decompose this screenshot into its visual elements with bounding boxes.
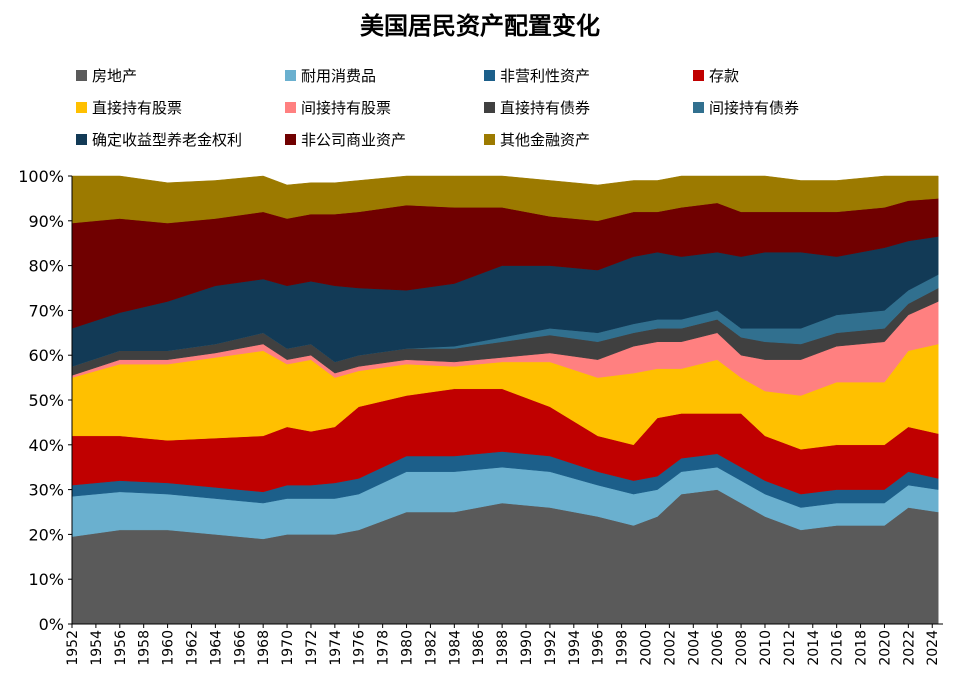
legend-item: 直接持有债券 <box>484 99 590 117</box>
x-tick-label: 1978 <box>376 630 392 666</box>
legend-swatch <box>76 70 87 81</box>
legend-swatch <box>484 70 495 81</box>
x-tick-label: 1974 <box>328 630 344 666</box>
x-tick-label: 1994 <box>567 630 583 666</box>
y-tick-label: 60% <box>28 346 64 365</box>
legend-label: 非营利性资产 <box>500 67 590 85</box>
legend-item: 确定收益型养老金权利 <box>76 131 242 149</box>
legend-item: 存款 <box>693 67 739 85</box>
legend-label: 确定收益型养老金权利 <box>92 131 242 149</box>
legend-item: 其他金融资产 <box>484 131 590 149</box>
chart-title: 美国居民资产配置变化 <box>360 11 600 40</box>
y-tick-label: 80% <box>28 257 64 276</box>
x-tick-label: 1966 <box>232 630 248 666</box>
y-tick-label: 100% <box>18 167 64 186</box>
x-tick-label: 2004 <box>686 630 702 666</box>
legend-item: 间接持有债券 <box>693 99 799 117</box>
legend-swatch <box>76 134 87 145</box>
legend-label: 间接持有股票 <box>301 99 391 117</box>
x-tick-label: 2010 <box>758 630 774 666</box>
x-tick-label: 1954 <box>89 630 105 666</box>
legend-label: 其他金融资产 <box>500 131 590 149</box>
x-tick-label: 2018 <box>854 630 870 666</box>
x-tick-label: 2014 <box>806 630 822 666</box>
y-tick-label: 30% <box>28 481 64 500</box>
legend-item: 耐用消费品 <box>285 67 376 85</box>
x-tick-label: 2012 <box>782 630 798 666</box>
x-tick-label: 1990 <box>519 630 535 666</box>
legend-label: 直接持有股票 <box>92 99 182 117</box>
y-tick-label: 40% <box>28 436 64 455</box>
series-area <box>71 175 939 224</box>
y-tick-label: 50% <box>28 391 64 410</box>
legend-item: 非公司商业资产 <box>285 131 406 149</box>
y-tick-label: 20% <box>28 525 64 544</box>
y-tick-label: 70% <box>28 301 64 320</box>
legend-swatch <box>76 102 87 113</box>
legend-label: 非公司商业资产 <box>301 131 406 149</box>
legend-item: 间接持有股票 <box>285 99 391 117</box>
x-tick-label: 1988 <box>495 630 511 666</box>
y-tick-label: 90% <box>28 212 64 231</box>
legend-label: 房地产 <box>92 67 137 85</box>
x-tick-label: 2024 <box>925 630 941 666</box>
x-tick-label: 1972 <box>304 630 320 666</box>
x-tick-label: 2022 <box>901 630 917 666</box>
legend-swatch <box>285 102 296 113</box>
x-tick-label: 1956 <box>113 630 129 666</box>
x-tick-label: 1998 <box>615 630 631 666</box>
legend-item: 非营利性资产 <box>484 67 590 85</box>
x-tick-label: 2008 <box>734 630 750 666</box>
legend-item: 直接持有股票 <box>76 99 182 117</box>
x-tick-label: 2016 <box>830 630 846 666</box>
x-tick-label: 1976 <box>352 630 368 666</box>
legend-swatch <box>693 102 704 113</box>
legend-swatch <box>484 134 495 145</box>
x-tick-label: 1984 <box>447 630 463 666</box>
x-tick-label: 1962 <box>185 630 201 666</box>
legend-swatch <box>484 102 495 113</box>
x-tick-label: 1952 <box>65 630 81 666</box>
x-tick-label: 1960 <box>161 630 177 666</box>
x-tick-label: 2006 <box>710 630 726 666</box>
y-tick-label: 0% <box>39 615 64 634</box>
legend-label: 耐用消费品 <box>301 67 376 85</box>
legend-swatch <box>285 70 296 81</box>
x-tick-label: 1986 <box>471 630 487 666</box>
legend-swatch <box>285 134 296 145</box>
legend-item: 房地产 <box>76 67 137 85</box>
x-tick-label: 2020 <box>878 630 894 666</box>
x-tick-label: 1964 <box>208 630 224 666</box>
x-tick-label: 1968 <box>256 630 272 666</box>
legend-swatch <box>693 70 704 81</box>
x-tick-label: 1996 <box>591 630 607 666</box>
y-tick-label: 10% <box>28 570 64 589</box>
series-areas <box>71 175 939 625</box>
legend-label: 存款 <box>709 67 739 85</box>
x-tick-label: 1958 <box>137 630 153 666</box>
legend-label: 直接持有债券 <box>500 99 590 117</box>
x-tick-label: 2000 <box>639 630 655 666</box>
x-tick-label: 1970 <box>280 630 296 666</box>
legend-label: 间接持有债券 <box>709 99 799 117</box>
x-tick-label: 1980 <box>400 630 416 666</box>
x-tick-label: 1992 <box>543 630 559 666</box>
x-tick-label: 2002 <box>662 630 678 666</box>
x-tick-label: 1982 <box>423 630 439 666</box>
